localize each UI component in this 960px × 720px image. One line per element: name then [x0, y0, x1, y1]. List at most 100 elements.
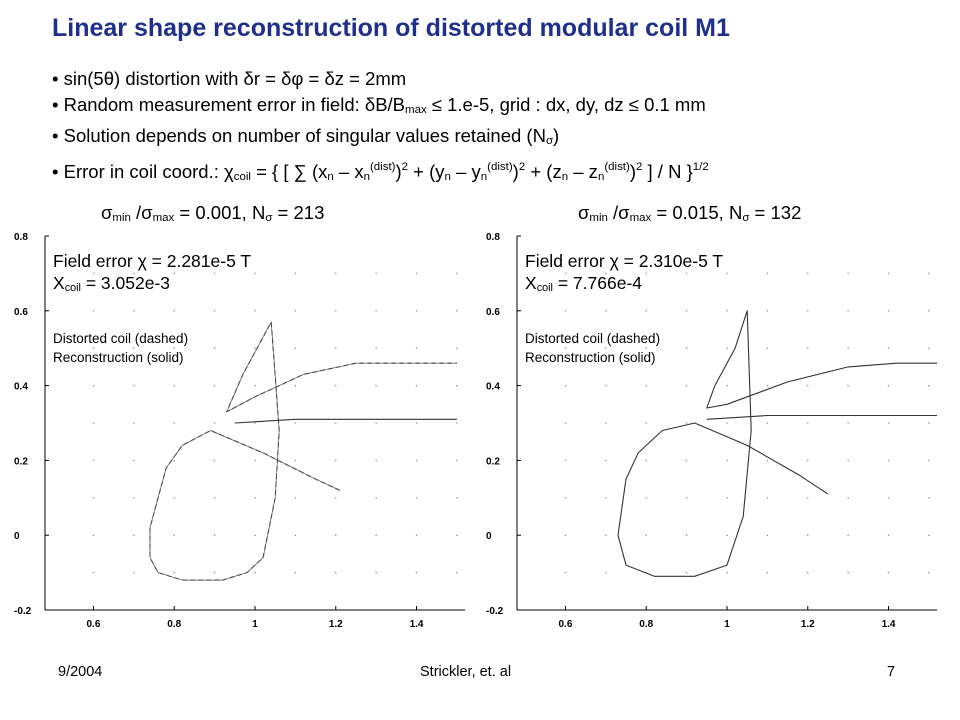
plot-panel-left: 0.8 0.6 0.4 0.2 0 -0.2 0.6 0.8 1 1.2 1.4 Field err… — [10, 232, 468, 632]
y-tick-label: 0.8 — [486, 232, 500, 243]
y-tick-label: 0 — [14, 531, 20, 542]
x-tick-label: 0.8 — [639, 619, 653, 630]
formula-text: ] / N } — [642, 160, 693, 182]
grid-dot — [415, 384, 418, 387]
grid-dot — [847, 422, 849, 424]
plot-info-left: Field error χ = 2.281e-5 T Xcoil = 3.052… — [53, 250, 251, 299]
grid-dot — [928, 534, 930, 536]
y-tick-label: 0.4 — [486, 382, 500, 393]
superscript: 2 — [401, 160, 409, 173]
grid-dot — [254, 571, 256, 574]
grid-dot — [92, 272, 95, 275]
x-tick-label: 1.2 — [329, 619, 343, 630]
subscript: min — [112, 212, 131, 224]
grid-dot — [294, 571, 297, 574]
grid-dot — [133, 571, 135, 574]
grid-dot — [92, 459, 95, 462]
grid-dot — [133, 534, 135, 536]
superscript: 1/2 — [692, 160, 709, 173]
grid-dot — [294, 534, 297, 536]
caption-text: = 0.001, N — [174, 202, 266, 223]
x-tick-label: 1 — [252, 619, 258, 630]
grid-dot — [564, 534, 567, 536]
caption-text: /σ — [130, 202, 153, 223]
grid-dot — [847, 497, 849, 499]
grid-dot — [173, 459, 176, 462]
grid-dot — [375, 384, 377, 387]
grid-dot — [726, 459, 728, 462]
grid-dot — [645, 534, 648, 536]
grid-dot — [847, 347, 849, 349]
grid-dot — [133, 497, 135, 499]
grid-dot — [645, 497, 648, 499]
bullet-singular-values: Solution depends on number of singular v… — [52, 123, 709, 155]
grid-dot — [564, 571, 567, 574]
xcoil-value: = 7.766e-4 — [552, 273, 642, 293]
subscript: n — [363, 170, 370, 183]
grid-dot — [173, 422, 176, 424]
x-tick-label: 0.8 — [167, 619, 181, 630]
grid-dot — [887, 347, 890, 349]
grid-dot — [726, 347, 728, 349]
grid-dot — [456, 422, 458, 424]
grid-dot — [887, 310, 890, 312]
grid-dot — [294, 310, 297, 312]
grid-dot — [456, 497, 458, 499]
caption-text: σ — [578, 202, 590, 223]
grid-dot — [766, 571, 769, 574]
grid-dot — [645, 310, 648, 312]
grid-dot — [415, 272, 418, 275]
grid-dot — [806, 384, 809, 387]
grid-dot — [887, 571, 890, 574]
grid-dot — [415, 534, 418, 536]
grid-dot — [375, 272, 377, 275]
grid-dot — [766, 497, 769, 499]
grid-dot — [806, 310, 809, 312]
grid-dot — [294, 459, 297, 462]
grid-dot — [645, 384, 648, 387]
coil-curve-1 — [617, 310, 937, 577]
y-tick-label: 0.6 — [486, 307, 500, 318]
grid-dot — [133, 422, 135, 424]
formula-text: – x — [333, 160, 364, 182]
grid-dot — [173, 534, 176, 536]
grid-dot — [456, 384, 458, 387]
grid-dot — [92, 384, 95, 387]
bullet-text: ≤ 1.e-5, grid : dx, dy, dz ≤ 0.1 mm — [426, 93, 706, 115]
panel-caption-right: σmin /σmax = 0.015, Nσ = 132 — [578, 202, 801, 224]
grid-dot — [847, 272, 849, 275]
caption-text: = 213 — [272, 202, 325, 223]
grid-dot — [294, 384, 297, 387]
grid-dot — [847, 534, 849, 536]
grid-dot — [375, 497, 377, 499]
xcoil-label: Xcoil = 7.766e-4 — [525, 272, 723, 299]
grid-dot — [254, 310, 256, 312]
grid-dot — [254, 272, 256, 275]
x-tick-label: 1 — [724, 619, 730, 630]
grid-dot — [456, 310, 458, 312]
bullet-distortion: sin(5θ) distortion with δr = δφ = δz = 2… — [52, 66, 709, 92]
grid-dot — [605, 534, 607, 536]
grid-dot — [564, 422, 567, 424]
grid-dot — [847, 459, 849, 462]
slide-title: Linear shape reconstruction of distorted… — [52, 14, 730, 42]
grid-dot — [173, 310, 176, 312]
formula-text: + (z — [525, 160, 562, 182]
grid-dot — [375, 310, 377, 312]
grid-dot — [685, 534, 688, 536]
grid-dot — [375, 347, 377, 349]
y-tick-label: 0 — [486, 531, 492, 542]
grid-dot — [294, 272, 297, 275]
grid-dot — [213, 534, 216, 536]
grid-dot — [726, 384, 728, 387]
xcoil-text: X — [53, 273, 65, 293]
formula-text: + (y — [408, 160, 445, 182]
grid-dot — [645, 459, 648, 462]
grid-dot — [213, 571, 216, 574]
grid-dot — [92, 497, 95, 499]
subscript: n — [327, 170, 334, 183]
grid-dot — [334, 459, 337, 462]
y-tick-label: 0.2 — [486, 456, 500, 467]
caption-text: /σ — [607, 202, 630, 223]
grid-dot — [375, 534, 377, 536]
